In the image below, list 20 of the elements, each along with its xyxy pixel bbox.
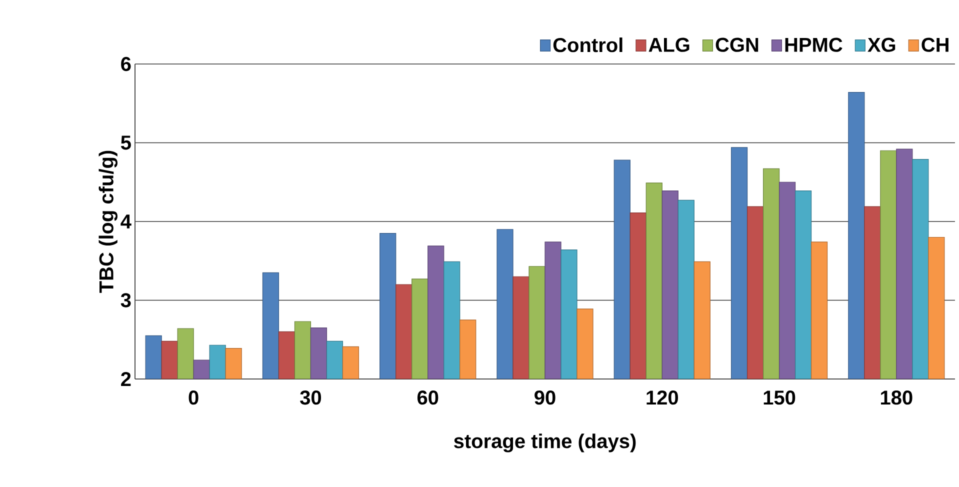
y-tick-label: 3 xyxy=(120,293,131,308)
x-tick-label: 180 xyxy=(880,390,912,405)
y-tick-label: 5 xyxy=(120,136,131,150)
x-tick-label: 60 xyxy=(417,390,438,405)
y-tick-label: 6 xyxy=(121,56,131,72)
legend-label: CH xyxy=(922,38,948,52)
legend-label: HPMC xyxy=(785,38,842,52)
x-tick-label: 120 xyxy=(646,390,678,405)
y-axis-title: TBC (log cfu/g) xyxy=(98,150,118,293)
legend-label: ALG xyxy=(648,38,690,52)
legend-label: Control xyxy=(553,38,622,52)
legend-label: XG xyxy=(868,38,896,52)
y-tick-label: 2 xyxy=(121,372,131,386)
x-tick-label: 30 xyxy=(300,390,322,405)
x-tick-label: 90 xyxy=(534,390,556,405)
x-tick-label: 0 xyxy=(188,390,198,405)
x-axis-title: storage time (days) xyxy=(454,434,636,452)
x-tick-label: 150 xyxy=(764,390,796,405)
legend-label: CGN xyxy=(716,38,758,52)
y-tick-label: 4 xyxy=(120,214,132,228)
